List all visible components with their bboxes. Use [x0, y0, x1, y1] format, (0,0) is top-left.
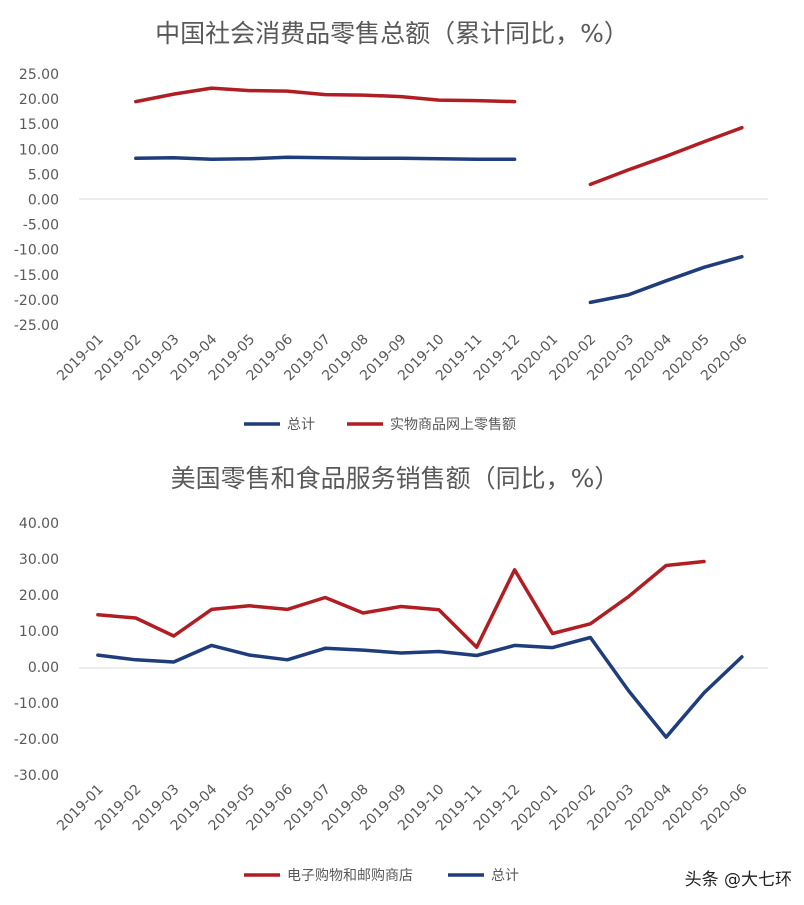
y-tick-label: -10.00: [14, 243, 59, 259]
y-tick-label: -30.00: [14, 768, 59, 784]
y-tick-label: 0.00: [28, 660, 59, 676]
y-tick-label: 0.00: [28, 193, 59, 209]
y-tick-label: -20.00: [14, 293, 59, 309]
y-tick-label: -10.00: [14, 696, 59, 712]
y-tick-label: -15.00: [14, 268, 59, 284]
y-tick-label: 40.00: [19, 516, 59, 532]
y-tick-label: 10.00: [19, 624, 59, 640]
chart-2: 美国零售和食品服务销售额（同比，%） 40.00 30.00 20.00 10.00 0.…: [14, 464, 768, 884]
y-tick-label: -25.00: [14, 318, 59, 334]
legend-label: 总计: [287, 417, 315, 433]
y-tick-label: 20.00: [19, 92, 59, 108]
chart-title: 中国社会消费品零售总额（累计同比，%）: [155, 19, 629, 48]
series-line-2: [96, 635, 744, 739]
y-tick-label: 25.00: [19, 67, 59, 83]
y-tick-label: 10.00: [19, 142, 59, 158]
y-tick-label: -5.00: [23, 218, 59, 234]
y-tick-label: -20.00: [14, 732, 59, 748]
legend-label: 电子购物和邮购商店: [287, 868, 413, 884]
legend-label: 总计: [491, 868, 519, 884]
y-tick-label: 5.00: [28, 167, 59, 183]
chart-title: 美国零售和食品服务销售额（同比，%）: [171, 464, 620, 493]
series-line-1: [96, 559, 706, 649]
y-tick-label: 30.00: [19, 552, 59, 568]
series-line-2: [134, 86, 744, 187]
y-tick-label: 15.00: [19, 117, 59, 133]
series-line-1: [134, 155, 744, 305]
legend-label: 实物商品网上零售额: [390, 417, 516, 433]
y-tick-label: 20.00: [19, 588, 59, 604]
watermark-text: 头条 @大七环: [685, 870, 792, 890]
chart-1: 中国社会消费品零售总额（累计同比，%） 25.00 20.00 15.00 10.00 5…: [14, 19, 768, 433]
